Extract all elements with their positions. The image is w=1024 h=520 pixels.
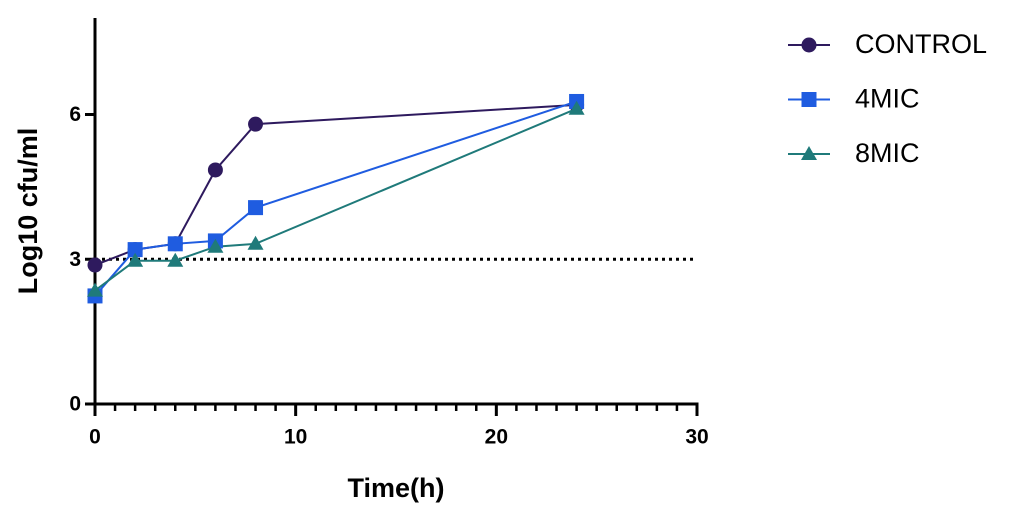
marker [167,236,183,252]
y-axis-title: Log10 cfu/ml [13,128,43,295]
x-tick-label: 30 [685,426,708,449]
y-tick-label: 0 [69,393,81,416]
series-line [94,100,577,297]
marker [801,146,817,160]
x-tick-label: 10 [284,426,307,449]
marker [247,235,264,250]
legend-label: 8MIC [855,138,920,168]
marker [167,252,184,267]
marker [248,116,264,132]
x-tick-label: 20 [485,426,508,449]
x-axis-title: Time(h) [347,473,444,503]
marker [127,242,143,258]
marker [801,37,817,53]
legend-label: 4MIC [855,84,920,114]
marker [87,282,103,297]
marker [248,200,264,216]
series-line [94,107,577,292]
marker [207,162,223,178]
marker [87,257,103,273]
legend-label: CONTROL [855,29,987,59]
y-tick-label: 3 [69,248,81,271]
marker [801,92,817,107]
y-tick-label: 6 [69,103,81,126]
x-tick-label: 0 [89,426,101,449]
marker [568,100,585,115]
marker [207,238,224,253]
series-line [94,103,577,266]
marker [127,252,144,267]
